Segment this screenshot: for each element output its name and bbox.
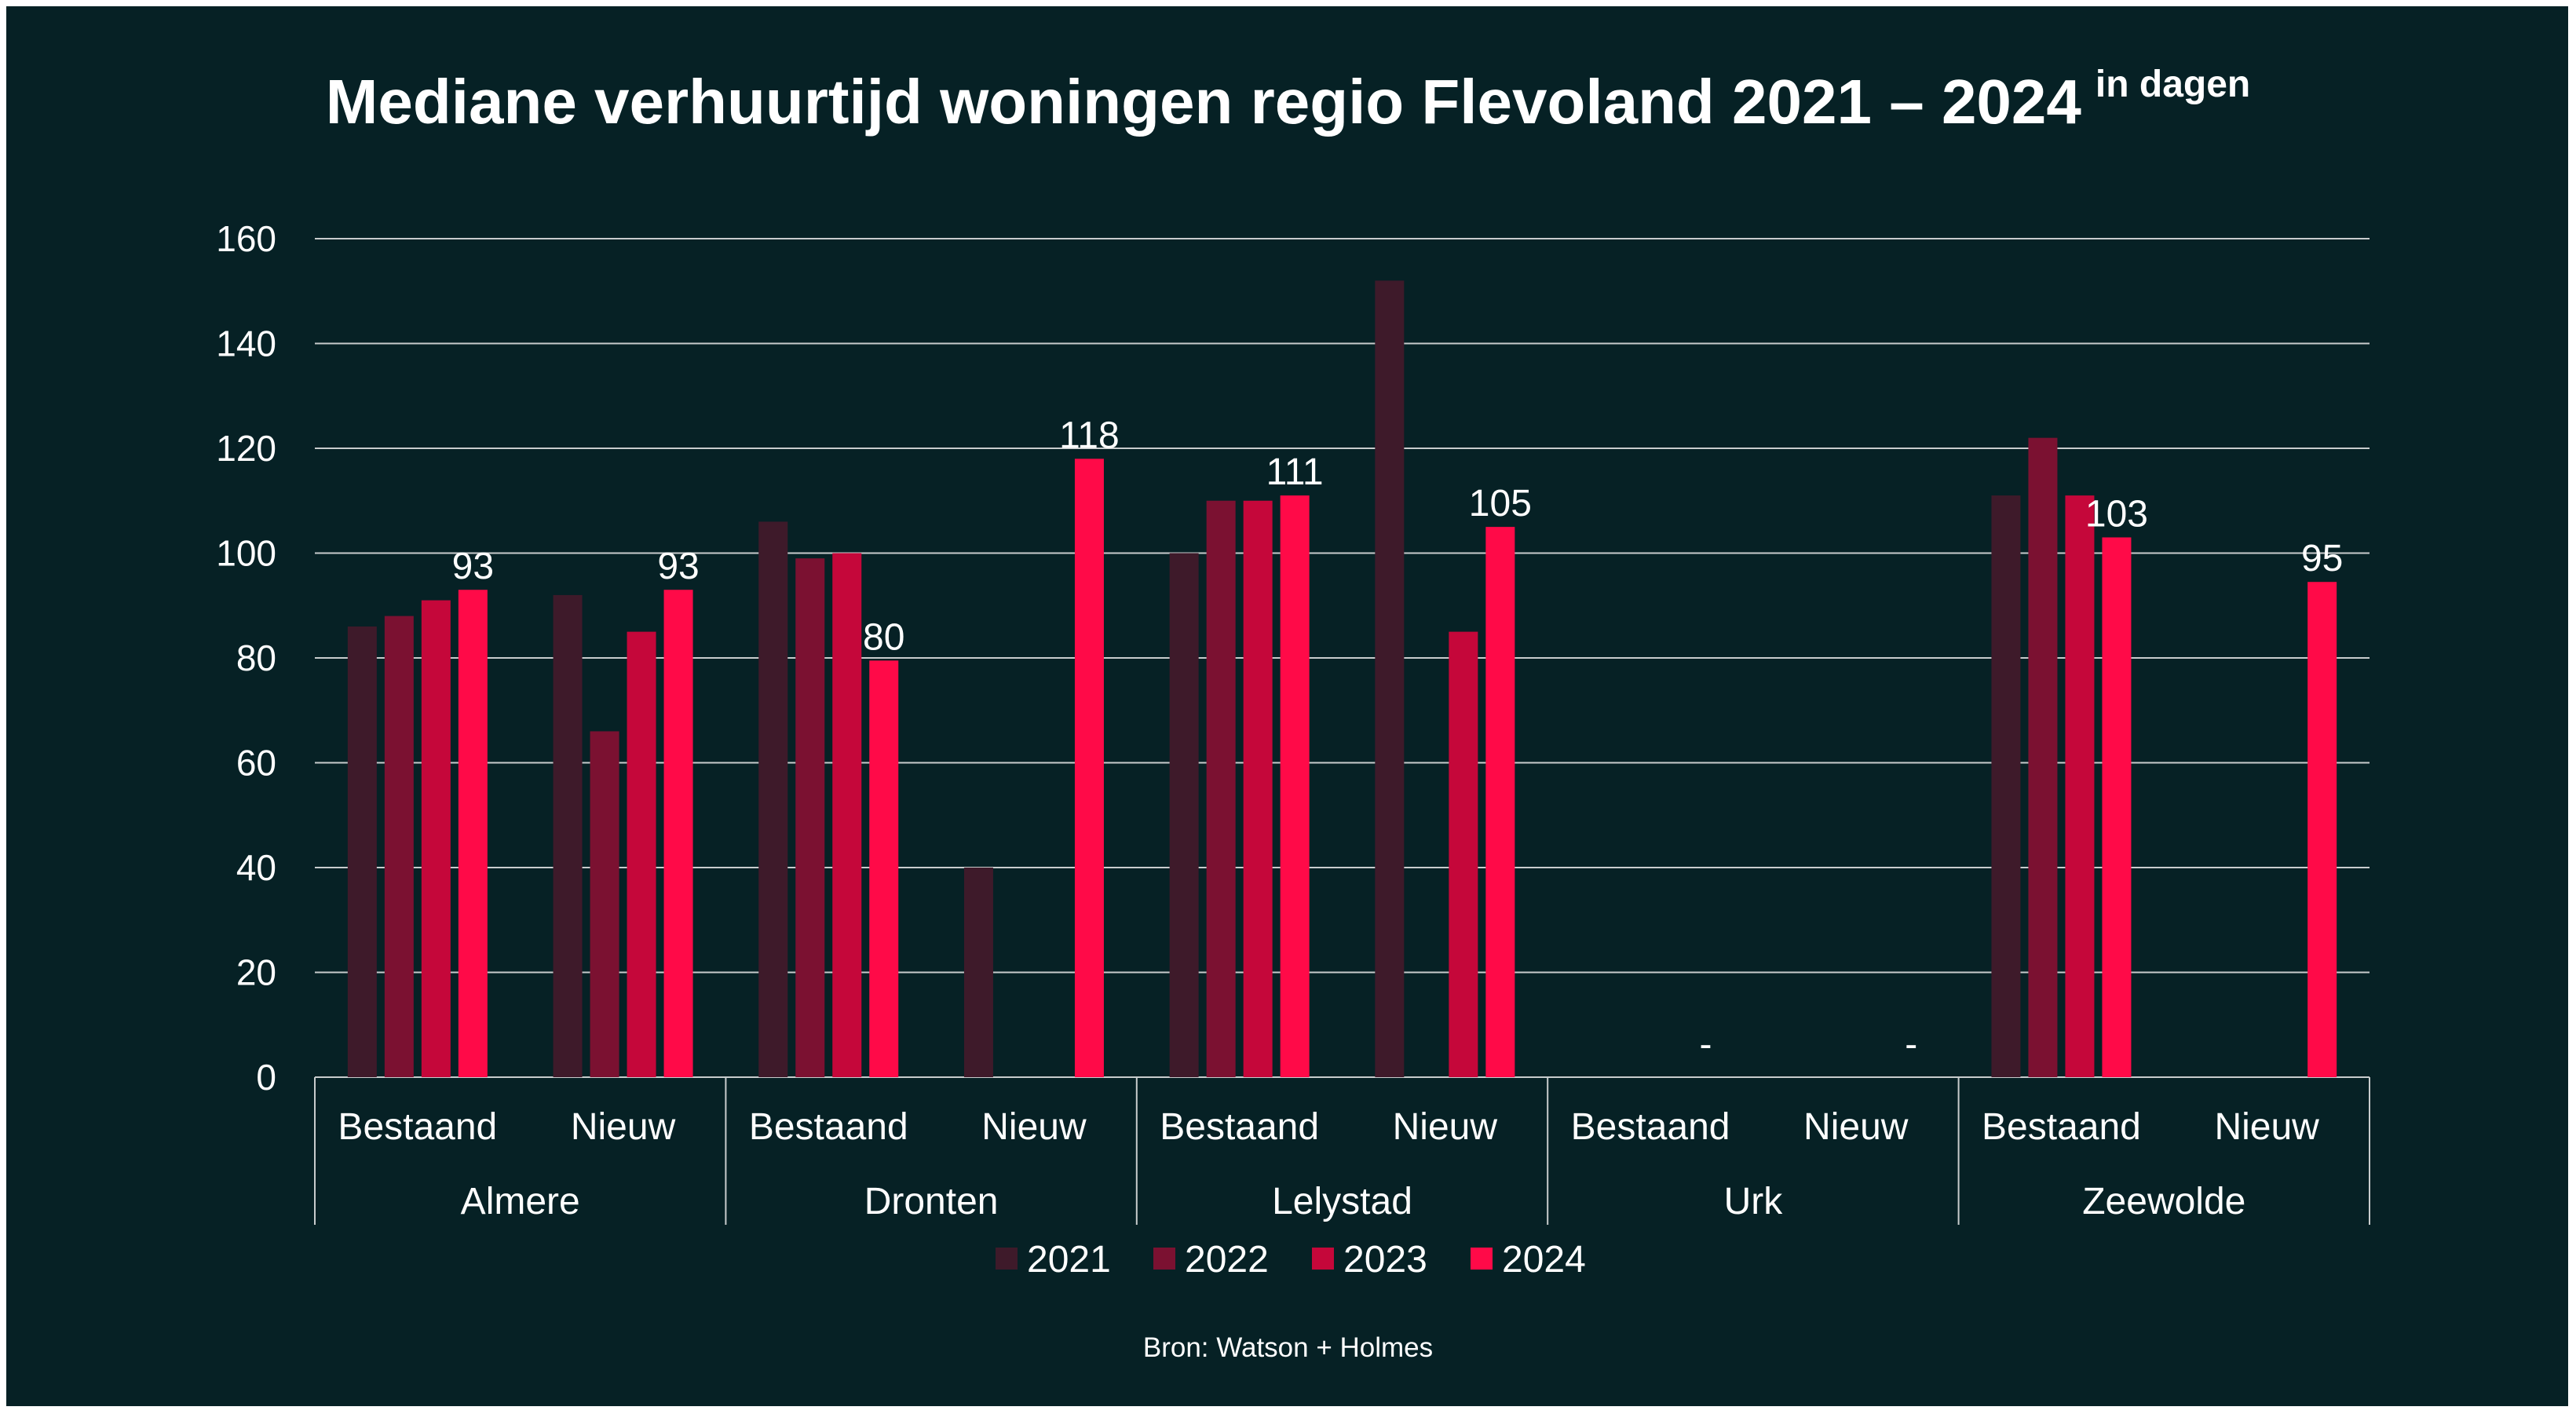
y-tick-label: 40 — [236, 847, 276, 888]
bar-2022 — [590, 731, 619, 1077]
y-tick-label: 60 — [236, 743, 276, 784]
data-labels: 93 93 80 118 111 105 - - 103 95 — [452, 415, 2344, 1065]
bar-2024 — [869, 660, 899, 1077]
bars — [347, 280, 2337, 1077]
bar-2023 — [421, 600, 451, 1077]
legend-label: 2023 — [1343, 1239, 1427, 1281]
legend-label: 2021 — [1027, 1239, 1111, 1281]
x-tick-label: Bestaand — [1160, 1106, 1319, 1148]
bar-2021 — [1991, 495, 2021, 1077]
x-tick-label: Bestaand — [749, 1106, 908, 1148]
data-label: 95 — [2301, 538, 2343, 579]
x-tick-label: Bestaand — [338, 1106, 497, 1148]
legend: 2021 2022 2023 2024 — [996, 1239, 1586, 1281]
x-group-label: Dronten — [864, 1181, 999, 1222]
data-label: 111 — [1266, 451, 1324, 493]
bar-2023 — [1243, 500, 1273, 1077]
bar-2021 — [1169, 553, 1199, 1077]
legend-swatch-2024 — [1471, 1248, 1493, 1270]
y-tick-label: 20 — [236, 952, 276, 993]
data-label: - — [1905, 1024, 1917, 1065]
data-label: 80 — [863, 616, 904, 658]
legend-swatch-2022 — [1153, 1248, 1175, 1270]
y-tick-label: 80 — [236, 638, 276, 678]
chart-title-unit: in dagen — [2095, 64, 2251, 105]
y-tick-label: 140 — [216, 323, 276, 364]
legend-label: 2024 — [1502, 1239, 1586, 1281]
data-label: 118 — [1059, 415, 1120, 456]
data-label: 105 — [1469, 483, 1532, 524]
x-group-label: Zeewolde — [2082, 1181, 2245, 1222]
legend-label: 2022 — [1185, 1239, 1269, 1281]
bar-2024 — [663, 590, 693, 1077]
bar-2023 — [2065, 495, 2095, 1077]
x-tick-label: Nieuw — [2214, 1106, 2319, 1148]
y-tick-label: 160 — [216, 218, 276, 259]
chart-title: Mediane verhuurtijd woningen regio Flevo… — [0, 63, 2576, 138]
bar-2024 — [2102, 537, 2132, 1077]
y-axis-tick-labels: 0 20 40 60 80 100 120 140 160 — [216, 218, 276, 1098]
bar-2022 — [1206, 500, 1236, 1077]
bar-2024 — [458, 590, 488, 1077]
x-tick-label: Nieuw — [571, 1106, 676, 1148]
bar-2021 — [347, 626, 377, 1077]
y-tick-label: 120 — [216, 428, 276, 469]
source-note: Bron: Watson + Holmes — [1142, 1332, 1434, 1363]
x-tick-label: Bestaand — [1571, 1106, 1730, 1148]
bar-2021 — [963, 868, 993, 1077]
legend-swatch-2023 — [1312, 1248, 1334, 1270]
bar-2022 — [384, 616, 414, 1077]
x-group-label: Almere — [461, 1181, 580, 1222]
data-label: 93 — [452, 546, 494, 587]
bar-2024 — [1280, 495, 1310, 1077]
bar-2023 — [832, 553, 862, 1077]
x-group-label: Lelystad — [1272, 1181, 1412, 1222]
y-tick-label: 100 — [216, 533, 276, 574]
bar-2021 — [758, 521, 788, 1077]
x-tick-label: Nieuw — [981, 1106, 1087, 1148]
legend-swatch-2021 — [996, 1248, 1018, 1270]
bar-2021 — [553, 594, 583, 1077]
x-group-label: Urk — [1724, 1181, 1784, 1222]
bar-2024 — [1074, 459, 1104, 1077]
bar-2021 — [1375, 280, 1405, 1077]
bar-2024 — [2307, 582, 2337, 1077]
gridlines — [315, 238, 2370, 1078]
x-tick-label: Bestaand — [1982, 1106, 2141, 1148]
y-tick-label: 0 — [256, 1057, 276, 1098]
data-label: 103 — [2085, 493, 2148, 535]
data-label: - — [1700, 1024, 1712, 1065]
x-tick-label: Nieuw — [1393, 1106, 1498, 1148]
bar-2022 — [2028, 437, 2058, 1077]
x-axis: Bestaand Nieuw Almere Bestaand Nieuw Dronten B… — [314, 1077, 2370, 1225]
data-label: 93 — [657, 546, 699, 587]
bar-2023 — [1449, 631, 1478, 1077]
chart-title-text: Mediane verhuurtijd woningen regio Flevo… — [325, 67, 2081, 137]
x-tick-label: Nieuw — [1803, 1106, 1909, 1148]
bar-2023 — [627, 631, 656, 1077]
bar-2024 — [1485, 527, 1515, 1077]
bar-2022 — [795, 558, 825, 1077]
